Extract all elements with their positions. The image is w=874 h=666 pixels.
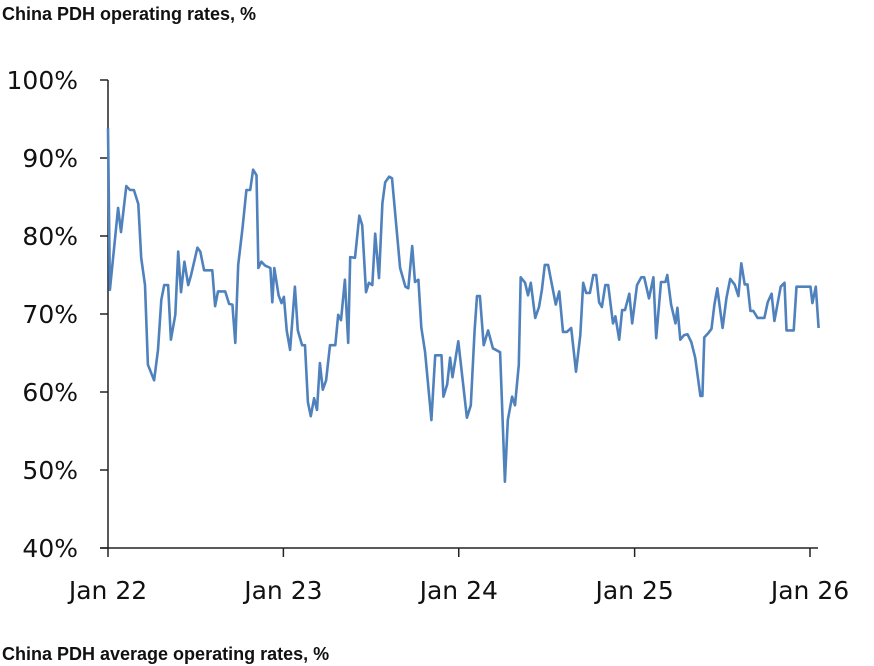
x-tick-label: Jan 26	[769, 576, 849, 605]
x-tick-label: Jan 24	[418, 576, 498, 605]
y-tick-label: 80%	[22, 222, 78, 251]
x-tick-label: Jan 25	[593, 576, 673, 605]
x-tick-label: Jan 23	[242, 576, 322, 605]
footer-title: China PDH average operating rates, %	[2, 644, 330, 664]
x-tick-label: Jan 22	[67, 576, 147, 605]
series	[106, 128, 820, 484]
y-tick-label: 70%	[22, 300, 78, 329]
y-tick-label: 50%	[22, 456, 78, 485]
operating-rate-line	[106, 128, 820, 484]
y-tick-label: 100%	[7, 66, 78, 95]
y-tick-label: 60%	[22, 378, 78, 407]
y-tick-label: 90%	[22, 144, 78, 173]
chart-title: China PDH operating rates, %	[2, 4, 257, 24]
y-tick-label: 40%	[22, 534, 78, 563]
axes: 40% 50% 60% 70% 80% 90% 100% Jan 22 Jan 23 Jan 24…	[7, 66, 850, 605]
